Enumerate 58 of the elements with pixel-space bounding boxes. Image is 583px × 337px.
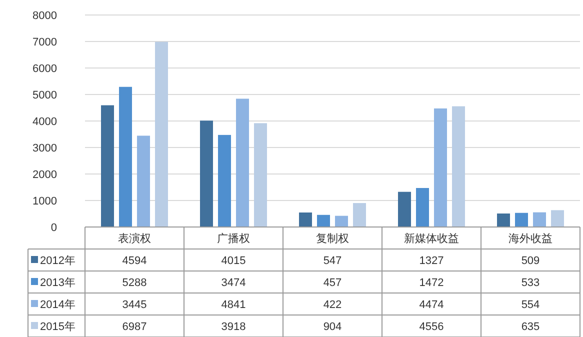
data-label: 5288: [122, 277, 147, 289]
y-tick-label: 5000: [32, 90, 57, 102]
y-tick-label: 6000: [32, 63, 57, 75]
legend-label: 2012年: [40, 255, 76, 267]
data-label: 422: [323, 299, 342, 311]
bar: [533, 212, 546, 227]
legend-label: 2014年: [40, 299, 76, 311]
bar: [452, 106, 465, 227]
bar: [353, 203, 366, 227]
data-label: 1327: [419, 255, 444, 267]
legend-label: 2013年: [40, 277, 76, 289]
bar: [137, 136, 150, 227]
data-label: 904: [323, 321, 342, 333]
bar: [254, 123, 267, 227]
y-tick-label: 2000: [32, 169, 57, 181]
data-label: 4556: [419, 321, 444, 333]
x-tick-label: 复制权: [316, 232, 349, 245]
bar: [200, 120, 213, 227]
data-label: 3918: [221, 321, 246, 333]
data-label: 554: [521, 299, 540, 311]
data-label: 533: [521, 277, 540, 289]
x-tick-label: 表演权: [118, 232, 151, 245]
bar: [218, 134, 231, 227]
data-label: 509: [521, 255, 540, 267]
bar: [434, 108, 447, 227]
x-tick-label: 新媒体收益: [404, 232, 459, 245]
bar: [101, 105, 114, 227]
data-label: 6987: [122, 321, 147, 333]
data-label: 547: [323, 255, 342, 267]
bar: [515, 212, 528, 227]
bar: [416, 188, 429, 227]
x-tick-label: 广播权: [217, 232, 250, 245]
legend-label: 2015年: [40, 321, 76, 333]
data-label: 1472: [419, 277, 444, 289]
bar: [317, 214, 330, 227]
bar: [497, 214, 510, 227]
bar: [398, 192, 411, 227]
bar: [551, 210, 564, 227]
data-label: 635: [521, 321, 540, 333]
data-label: 4841: [221, 299, 246, 311]
y-tick-label: 8000: [32, 10, 57, 22]
x-tick-label: 海外收益: [508, 233, 552, 245]
data-label: 4474: [419, 299, 444, 311]
data-label: 3445: [122, 299, 147, 311]
data-label: 3474: [221, 277, 246, 289]
bar: [119, 86, 132, 227]
y-tick-label: 3000: [32, 142, 57, 154]
data-label: 4015: [221, 255, 246, 267]
bar: [155, 42, 168, 227]
data-label: 4594: [122, 255, 147, 267]
bar: [335, 216, 348, 227]
y-tick-label: 0: [50, 222, 57, 234]
y-tick-label: 1000: [32, 196, 57, 208]
y-tick-label: 7000: [32, 36, 57, 48]
bar: [299, 212, 312, 227]
data-label: 457: [323, 277, 342, 289]
bar: [236, 98, 249, 227]
y-tick-label: 4000: [32, 116, 57, 128]
